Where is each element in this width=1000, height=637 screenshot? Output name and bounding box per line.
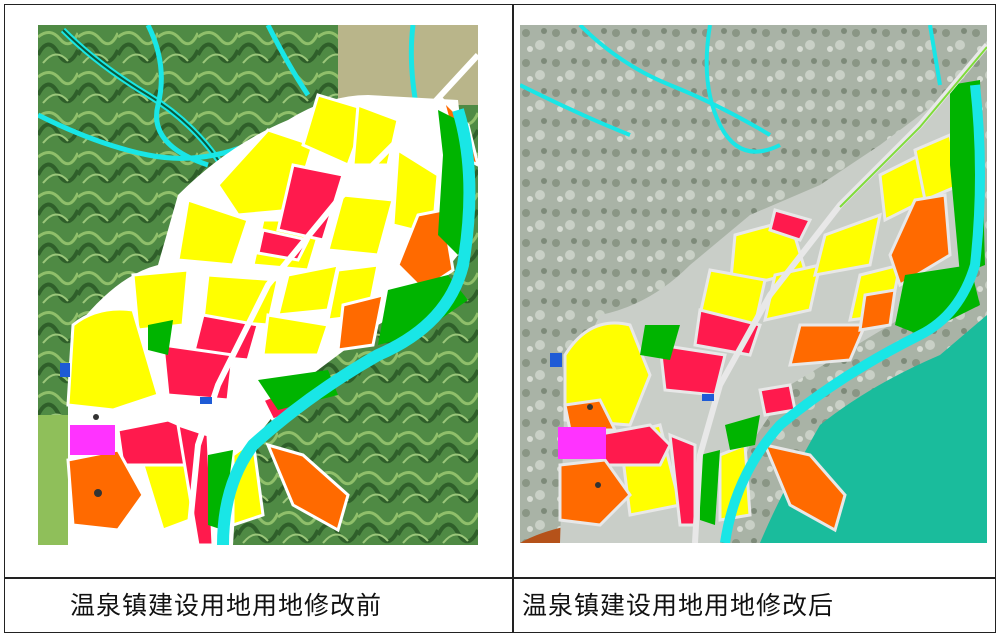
residential-block (763, 263, 822, 322)
stream-north (62, 29, 229, 176)
green-space (725, 415, 760, 450)
land-use-map-before (38, 25, 478, 545)
industrial-block (265, 442, 350, 533)
site-marker (94, 489, 102, 497)
main-road-green-edge (839, 46, 987, 208)
stream-top (145, 25, 209, 168)
public-facility (70, 425, 115, 455)
caption-before: 温泉镇建设用地用地修改前 (70, 591, 383, 620)
green-space (895, 265, 980, 335)
commercial-block (276, 163, 345, 242)
public-facility (558, 427, 606, 459)
comparison-table (4, 4, 996, 633)
industrial-block (762, 442, 847, 533)
residential-block (563, 321, 652, 427)
residential-block (176, 198, 250, 267)
water-marker (200, 397, 212, 404)
site-marker (587, 404, 593, 410)
water-marker (550, 353, 562, 367)
green-space (640, 325, 680, 360)
residential-block (261, 313, 330, 357)
farmland-patch (338, 25, 478, 105)
site-marker (93, 414, 99, 420)
river-corridor (217, 108, 476, 545)
stream-west (38, 112, 249, 161)
industrial-block (788, 323, 868, 367)
industrial-block (858, 288, 897, 332)
water-marker (60, 363, 70, 377)
industrial-block (336, 292, 385, 352)
stream (520, 83, 631, 137)
green-space (148, 320, 173, 355)
caption-after: 温泉镇建设用地用地修改后 (522, 591, 835, 620)
stream (928, 25, 942, 86)
table-divider-horizontal (5, 577, 995, 579)
green-space (700, 450, 720, 525)
stream (578, 25, 772, 137)
industrial-block (558, 458, 632, 527)
commercial-block (768, 208, 813, 242)
commercial-block (758, 383, 797, 417)
commercial-block (191, 313, 260, 362)
residential-block (131, 268, 190, 332)
residential-block (301, 93, 370, 168)
green-space (378, 275, 468, 345)
industrial-block (888, 193, 952, 288)
stream (704, 25, 781, 154)
main-road (692, 43, 987, 543)
site-marker (595, 482, 601, 488)
river-corridor (720, 84, 985, 543)
main-road (185, 52, 478, 545)
residential-block (66, 307, 160, 412)
water-marker (702, 394, 714, 401)
stream-nw (265, 25, 311, 97)
map-before (38, 25, 478, 545)
residential-block (276, 263, 340, 317)
map-after (520, 25, 987, 543)
green-space (208, 450, 233, 530)
residential-block (812, 212, 882, 277)
industrial-block (563, 398, 618, 432)
land-use-map-after (520, 25, 987, 543)
residential-block (326, 193, 395, 257)
table-divider-vertical (512, 5, 514, 632)
